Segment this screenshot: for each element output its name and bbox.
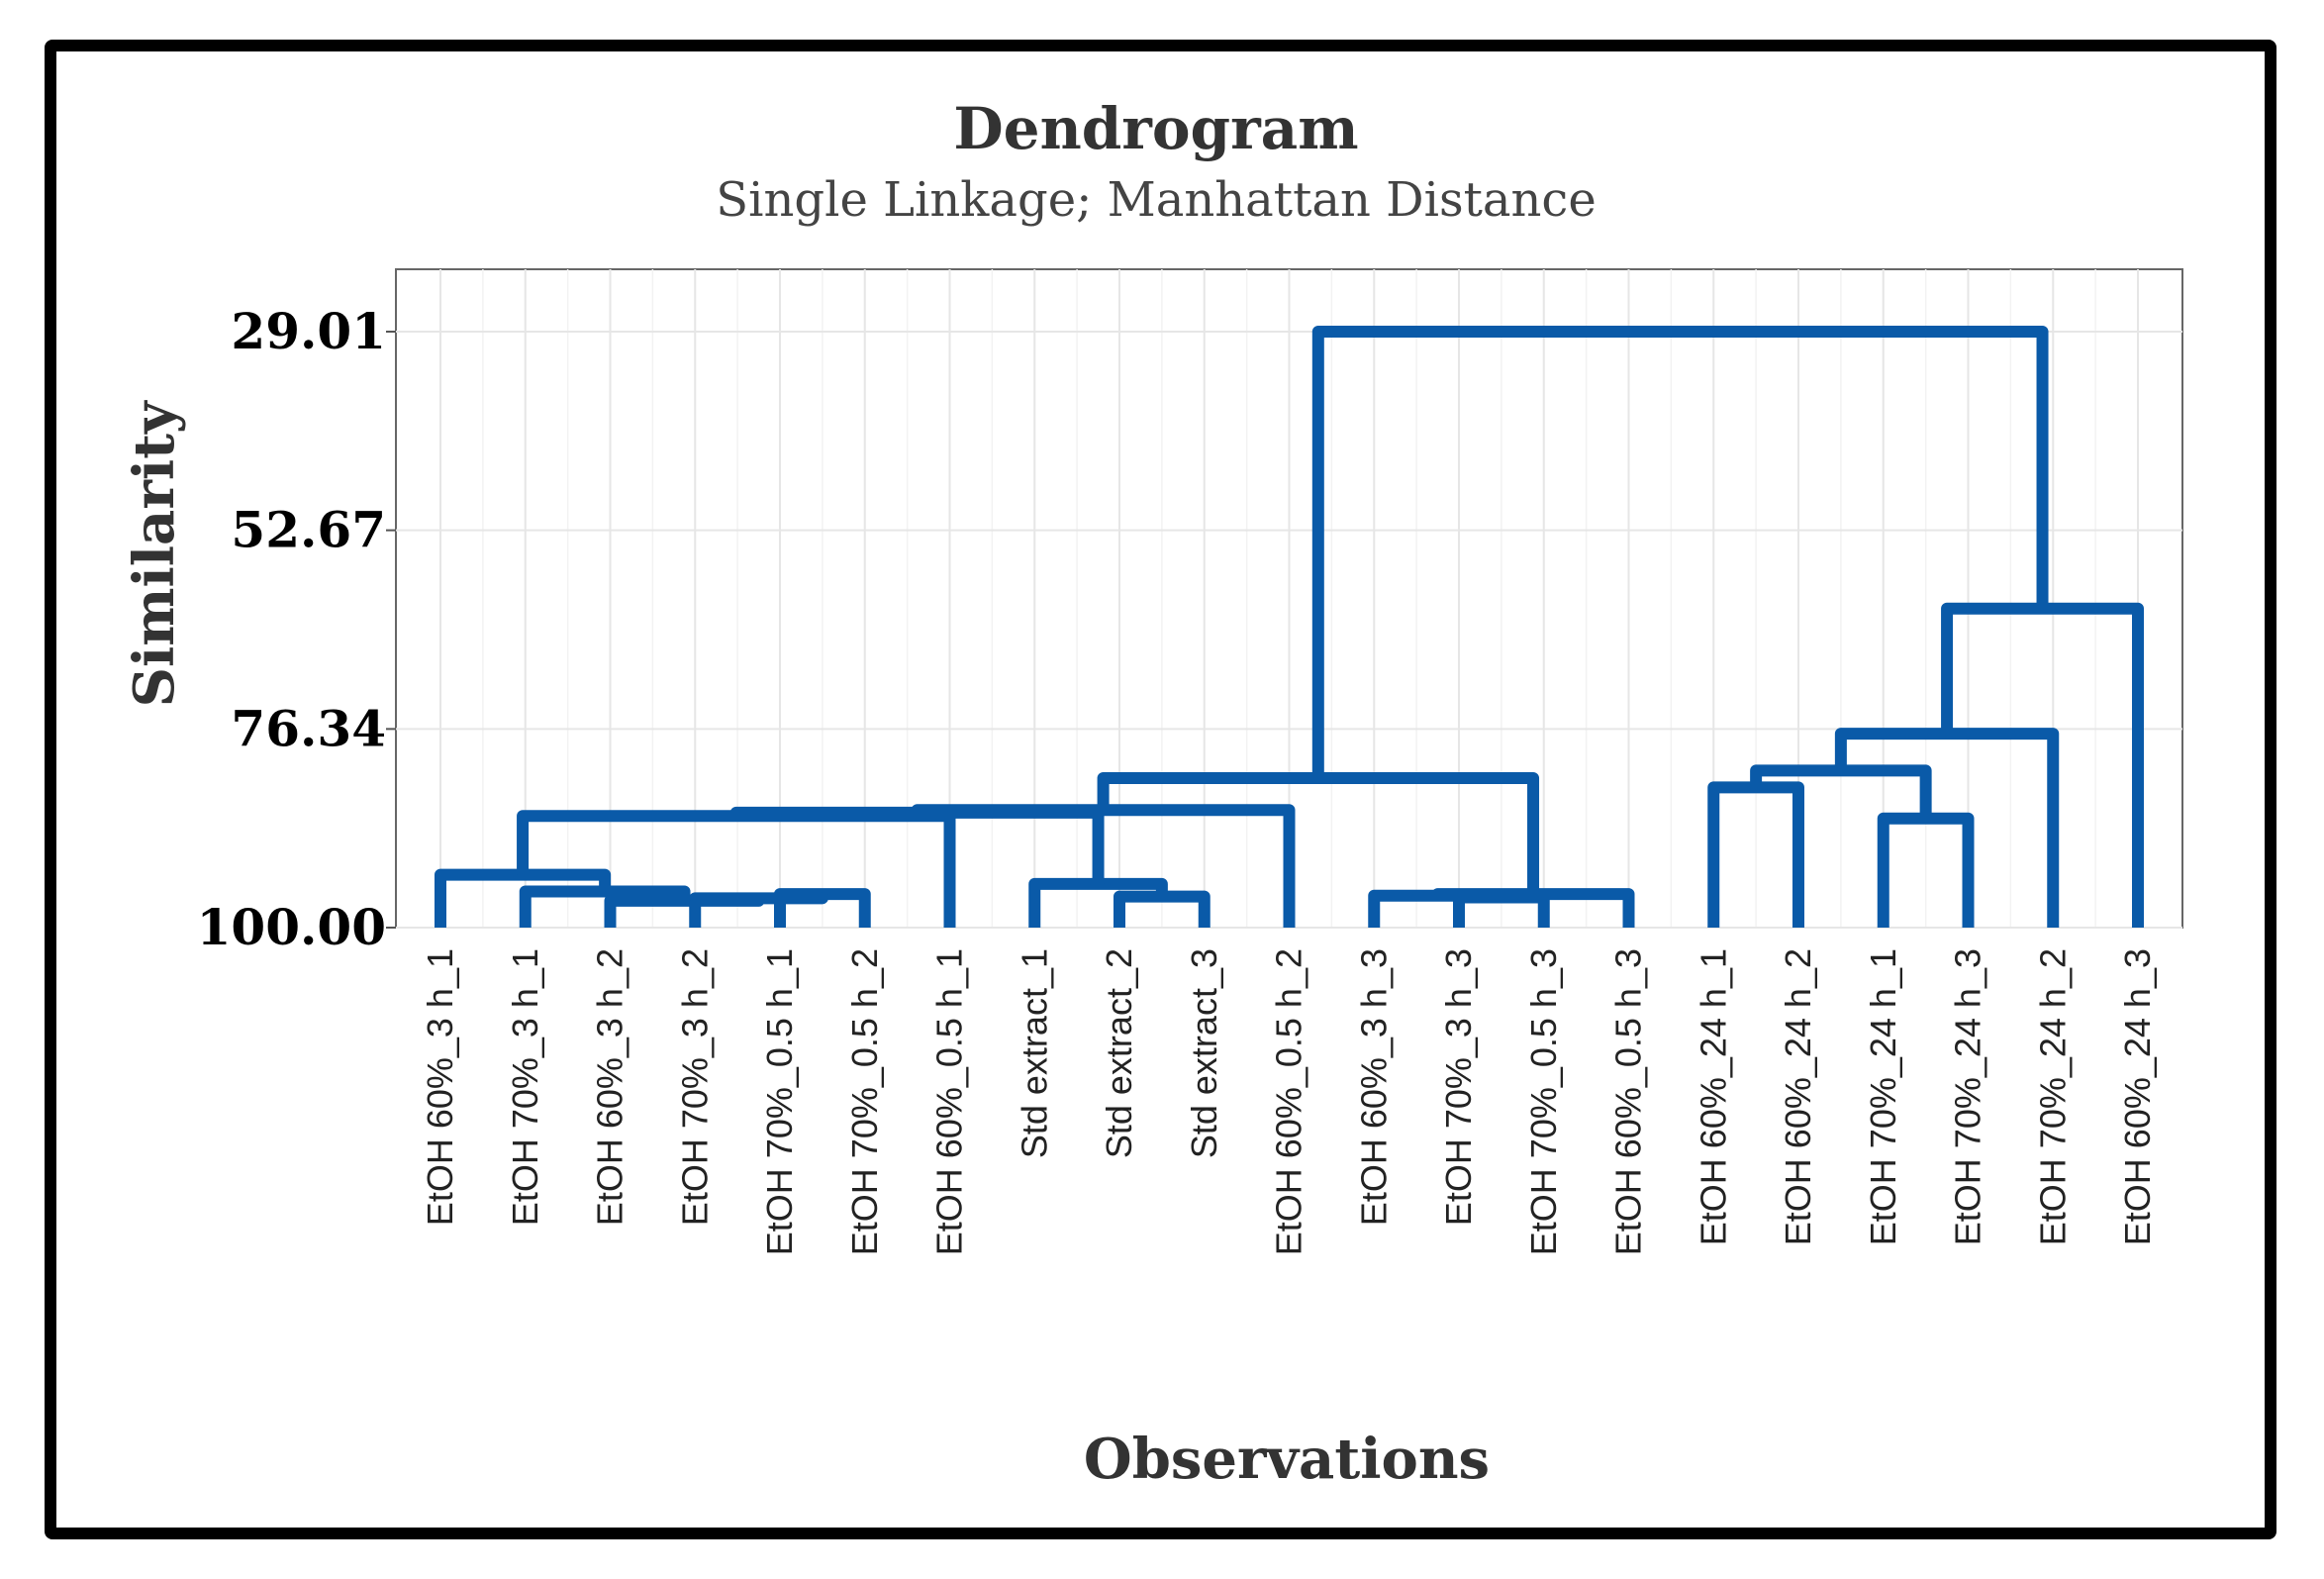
leaf-label: EtOH 60%_3 h_3 [1353,948,1394,1226]
y-tick-labels: 29.01 52.67 76.34 100.00 [197,302,396,956]
leaf-label: EtOH 60%_24 h_2 [1778,948,1818,1245]
dendrogram-link [1028,877,1168,928]
leaf-label: EtOH 60%_24 h_1 [1693,948,1733,1245]
dendrogram-links [435,326,2144,928]
dendrogram-link [1834,728,2060,928]
dendrogram-link [729,806,1105,884]
leaf-label: EtOH 70%_24 h_1 [1863,948,1903,1245]
leaf-label: EtOH 60%_0.5 h_2 [1269,948,1309,1255]
leaf-label: EtOH 70%_3 h_3 [1438,948,1479,1226]
leaf-label: EtOH 60%_3 h_2 [590,948,630,1226]
y-axis-title: Similarity [122,400,187,707]
leaf-label: EtOH 60%_3 h_1 [420,948,460,1226]
leaf-label: EtOH 70%_0.5 h_3 [1523,948,1564,1255]
leaf-label: EtOH 70%_3 h_2 [674,948,715,1226]
y-tick-label: 29.01 [231,302,386,360]
dendrogram-link [1431,888,1635,928]
leaf-labels: EtOH 60%_3 h_1 EtOH 70%_3 h_1 EtOH 60%_3 h… [420,948,2158,1255]
leaf-label: EtOH 70%_0.5 h_2 [844,948,885,1255]
y-tick-label: 100.00 [197,898,386,956]
leaf-label: EtOH 60%_0.5 h_1 [929,948,970,1255]
leaf-label: Std extract_1 [1014,948,1054,1158]
x-axis-title: Observations [1084,1427,1490,1492]
chart-subtitle: Single Linkage; Manhattan Distance [716,172,1596,228]
leaf-label: Std extract_3 [1184,948,1224,1158]
y-tick-label: 52.67 [231,501,386,559]
leaf-label: EtOH 60%_0.5 h_3 [1608,948,1649,1255]
figure-frame [45,40,2276,1539]
leaf-label: EtOH 70%_24 h_3 [1948,948,1988,1245]
dendrogram-link [1311,326,2049,779]
leaf-label: EtOH 60%_24 h_3 [2117,948,2158,1245]
y-tick-label: 76.34 [231,699,386,757]
chart-title: Dendrogram [953,95,1358,162]
dendrogram-link [1097,772,1540,895]
leaf-label: EtOH 70%_0.5 h_1 [759,948,800,1255]
leaf-label: Std extract_2 [1099,948,1139,1158]
dendrogram-link [1368,889,1507,928]
leaf-label: EtOH 70%_3 h_1 [505,948,545,1226]
dendrogram-link [604,894,765,928]
leaf-label: EtOH 70%_24 h_2 [2032,948,2073,1245]
dendrogram-link [1941,602,2144,928]
